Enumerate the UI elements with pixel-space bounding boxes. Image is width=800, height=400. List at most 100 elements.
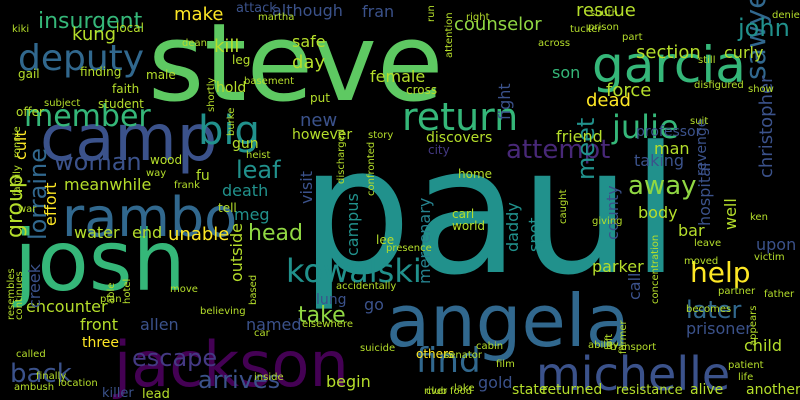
word-transport: transport — [610, 342, 656, 353]
word-deputy: deputy — [18, 38, 144, 79]
word-returned: returned — [542, 382, 602, 398]
word-daddy: daddy — [503, 202, 522, 252]
word-meg: meg — [234, 205, 270, 224]
word-part: part — [622, 32, 643, 43]
word-shortly: shortly — [206, 78, 217, 112]
word-water: water — [74, 223, 120, 242]
word-arrives: arrives — [198, 366, 280, 394]
word-fran: fran — [362, 2, 394, 21]
word-elsewhere: elsewhere — [302, 319, 353, 330]
word-leave: leave — [694, 238, 721, 249]
word-professor: professor — [636, 124, 702, 140]
word-suit: suit — [690, 116, 708, 127]
word-discovers: discovers — [426, 130, 492, 146]
word-attempt: attempt — [506, 135, 610, 165]
word-former: former — [618, 320, 629, 354]
word-another: another — [746, 382, 800, 398]
word-back: back — [10, 359, 72, 389]
word-student: student — [98, 97, 144, 111]
word-garcia: garcia — [592, 36, 746, 94]
word-ambush: ambush — [14, 382, 54, 393]
word-moved: moved — [684, 256, 718, 267]
word-female: female — [370, 67, 425, 86]
word-faith: faith — [112, 82, 139, 96]
word-concentration: concentration — [650, 235, 661, 304]
word-three: three — [82, 335, 119, 351]
word-killer: killer — [102, 386, 134, 400]
word-help: help — [690, 256, 751, 289]
word-make: make — [174, 4, 223, 25]
word-left: left — [604, 334, 615, 350]
word-patient: patient — [728, 360, 764, 371]
word-later: later — [686, 296, 742, 324]
word-senator: senator — [444, 350, 483, 361]
word-disfigured: disfigured — [694, 80, 744, 91]
word-heist: heist — [246, 150, 270, 161]
word-friend: friend — [556, 127, 603, 146]
word-paul: paul — [300, 109, 680, 314]
word-story: story — [368, 130, 393, 141]
word-christopher: christopher — [756, 75, 777, 178]
word-lake: lake — [454, 383, 475, 394]
word-accidentally: accidentally — [336, 281, 396, 292]
word-meanwhile: meanwhile — [64, 175, 151, 194]
word-lung: lung — [316, 292, 347, 308]
word-martha: martha — [258, 12, 294, 23]
word-prison: prison — [588, 22, 619, 33]
word-however: however — [292, 127, 352, 143]
word-force: force — [606, 80, 651, 101]
word-offer: offer — [16, 105, 44, 119]
word-local: local — [116, 21, 144, 35]
word-giving: giving — [592, 216, 623, 227]
word-run: run — [426, 5, 437, 22]
word-encounter: encounter — [26, 297, 108, 316]
word-angela: angela — [386, 279, 630, 363]
word-revenge: revenge — [694, 119, 710, 176]
word-resembles: resembles — [6, 268, 17, 320]
word-subject: subject — [44, 98, 80, 109]
word-river: river — [424, 386, 448, 397]
word-war: war — [18, 204, 37, 215]
word-move: move — [170, 284, 198, 295]
word-called: called — [16, 349, 46, 360]
word-leg: leg — [232, 53, 250, 67]
word-gold: gold — [478, 373, 513, 392]
word-mercenary: mercenary — [415, 198, 434, 284]
word-well: well — [721, 198, 740, 230]
word-taking: taking — [634, 151, 684, 170]
word-escape: escape — [132, 344, 217, 372]
word-frank: frank — [174, 180, 200, 191]
word-cabin: cabin — [476, 341, 503, 352]
word-group: group — [3, 174, 28, 238]
word-day: day — [292, 52, 325, 73]
word-suicide: suicide — [360, 343, 395, 354]
word-world: world — [452, 219, 485, 233]
word-prisoner: prisoner — [686, 319, 752, 338]
word-hospital: hospital — [695, 163, 714, 226]
word-still: still — [698, 55, 715, 66]
word-spot: spot — [525, 217, 544, 252]
word-burke: burke — [226, 108, 237, 136]
word-resistance: resistance — [616, 383, 683, 398]
word-becomes: becomes — [686, 304, 731, 315]
word-end: end — [132, 223, 162, 242]
word-leaf: leaf — [236, 156, 281, 184]
word-call: call — [625, 273, 644, 301]
word-location: location — [58, 378, 98, 389]
word-safe: safe — [292, 32, 326, 51]
word-away: away — [628, 171, 697, 201]
word-kill: kill — [214, 36, 239, 57]
word-parker: parker — [592, 257, 644, 276]
word-allen: allen — [140, 315, 179, 334]
word-plan: plan — [100, 294, 122, 305]
word-campus: campus — [343, 193, 362, 256]
word-basement: basement — [244, 76, 294, 87]
word-hotel: hotel — [122, 279, 133, 304]
word-city: city — [428, 143, 450, 157]
word-rescue: rescue — [576, 0, 636, 21]
word-woman: woman — [54, 148, 142, 176]
word-begin: begin — [326, 372, 371, 391]
word-way: way — [146, 168, 166, 179]
